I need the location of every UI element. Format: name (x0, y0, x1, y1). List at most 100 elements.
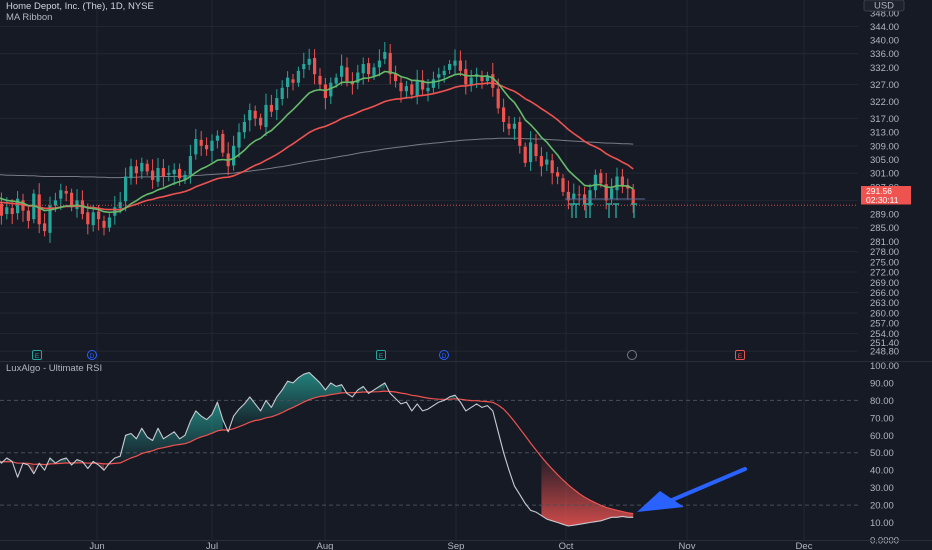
time-tick-nov: Nov (679, 541, 696, 550)
signal-marker (613, 203, 619, 218)
candle (572, 183, 576, 204)
event-marker-earnings[interactable]: E (376, 350, 386, 361)
event-marker-dividend[interactable]: D (87, 350, 97, 361)
currency-box[interactable] (863, 0, 905, 12)
candle (307, 48, 311, 71)
candle-body (167, 173, 171, 175)
last-price-tag[interactable] (861, 186, 911, 196)
candle-body (329, 82, 333, 97)
arrow-annotation[interactable] (637, 467, 747, 512)
candle-body (529, 142, 533, 163)
candle-body (156, 168, 160, 182)
grid-lines (0, 0, 858, 540)
ma-slow-line (0, 82, 634, 211)
ma-fast-line (0, 70, 634, 214)
candle-body (588, 190, 592, 206)
candle-body (431, 79, 435, 88)
event-marker-label: D (90, 353, 95, 360)
candle-body (215, 135, 219, 141)
candle (264, 93, 268, 136)
candle (620, 168, 624, 194)
price-tick-label: 340.00 (870, 36, 899, 47)
candle-body (469, 77, 473, 86)
candle (561, 174, 565, 196)
candle-body (37, 194, 41, 225)
rsi-tick-label: 100.00 (870, 361, 899, 372)
candle-body (410, 84, 414, 95)
candle-body (5, 207, 9, 215)
candle-body (388, 52, 392, 75)
time-axis[interactable]: Jun Jul Aug Sep Oct Nov Dec (0, 540, 932, 550)
event-marker-earnings[interactable]: E (32, 350, 42, 361)
candle-body (345, 67, 349, 82)
candle-body (545, 159, 549, 165)
event-marker-badge (376, 350, 386, 360)
rsi-fill-area (6, 372, 634, 526)
candle-body (340, 65, 344, 77)
indicator-title[interactable]: MA Ribbon (6, 12, 52, 23)
candle (124, 167, 128, 212)
candle-body (404, 86, 408, 92)
price-tick-label: 272.00 (870, 268, 899, 279)
chart-title[interactable]: Home Depot, Inc. (The), 1D, NYSE (6, 1, 154, 12)
candle-body (264, 104, 268, 128)
price-tick-label: 322.00 (870, 97, 899, 108)
candle (577, 185, 581, 206)
candle-body (64, 191, 68, 194)
candle (323, 77, 327, 110)
rsi-tick-label: 50.00 (870, 448, 894, 459)
signal-marker (569, 203, 575, 218)
price-tick-label: 275.00 (870, 257, 899, 268)
price-tick-label: 313.00 (870, 128, 899, 139)
candle-body (91, 212, 95, 226)
candle (437, 67, 441, 89)
candle (48, 196, 52, 243)
candle (59, 183, 63, 210)
candle-body (491, 74, 495, 88)
rsi-panel-title[interactable]: LuxAlgo - Ultimate RSI (6, 363, 102, 374)
rsi-axis[interactable]: 0.000010.0020.0030.0040.0050.0060.0070.0… (870, 361, 899, 547)
time-tick-jun: Jun (89, 541, 104, 550)
event-marker-dividend[interactable]: D (439, 350, 449, 361)
candle (539, 147, 543, 177)
candle (286, 71, 290, 99)
candle (491, 62, 495, 97)
candle-body (593, 174, 597, 191)
candle-body (43, 223, 47, 232)
price-tick-label: 305.00 (870, 155, 899, 166)
rsi-tick-label: 40.00 (870, 466, 894, 477)
rsi-signal-line (0, 390, 634, 515)
candle-body (248, 110, 252, 121)
candle (394, 65, 398, 88)
price-tick-label: 301.00 (870, 169, 899, 180)
price-tick-label: 289.00 (870, 210, 899, 221)
rsi-level-lines (0, 399, 858, 506)
currency-label[interactable]: USD (874, 1, 894, 12)
candle (232, 135, 236, 171)
candle (199, 130, 203, 156)
candle-body (199, 139, 203, 146)
candle-body (269, 104, 273, 112)
candle-body (172, 169, 176, 174)
time-tick-dec: Dec (796, 541, 813, 550)
candle-body (561, 178, 565, 192)
candle (529, 131, 533, 171)
price-axis[interactable]: 248.80251.40254.00257.00260.00263.00266.… (870, 8, 899, 357)
chart-annotations (0, 198, 858, 218)
candle (388, 44, 392, 85)
candle (194, 128, 198, 160)
candle-body (599, 173, 603, 184)
price-tick-label: 336.00 (870, 49, 899, 60)
price-tick-label: 251.40 (870, 338, 899, 349)
candle (253, 105, 257, 127)
candle (26, 205, 30, 229)
event-marker-earnings-upcoming[interactable]: E (735, 350, 745, 361)
candle (280, 80, 284, 106)
candle-body (502, 107, 506, 122)
candle-body (566, 191, 570, 201)
event-marker-split-icon[interactable] (627, 350, 637, 360)
candle-body (372, 67, 376, 76)
candle (469, 69, 473, 92)
